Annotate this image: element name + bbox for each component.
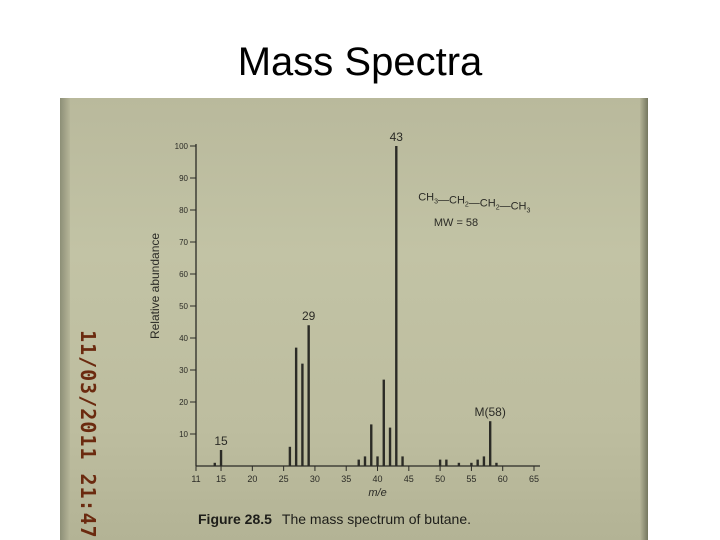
formula-group: —CH [438, 194, 465, 206]
formula-subscript: 2 [465, 201, 469, 208]
peak-label: M(58) [475, 405, 506, 419]
peak-label: 43 [390, 130, 404, 144]
x-tick-label: 55 [466, 474, 476, 484]
y-tick-label: 90 [179, 174, 188, 183]
y-tick-label: 30 [179, 366, 188, 375]
formula-group: —CH [469, 197, 496, 209]
y-tick-label: 70 [179, 238, 188, 247]
y-tick-label: 10 [179, 430, 188, 439]
formula-subscript: 3 [526, 207, 530, 214]
y-axis-label: Relative abundance [148, 233, 162, 339]
peak-label: 29 [302, 309, 316, 323]
molecular-weight: MW = 58 [434, 217, 478, 229]
formula-group: CH [418, 191, 434, 203]
formula-subscript: 3 [434, 198, 438, 205]
y-tick-label: 50 [179, 302, 188, 311]
figure-caption-text: The mass spectrum of butane. [282, 511, 471, 527]
x-tick-label: 20 [247, 474, 257, 484]
formula-group: —CH [500, 200, 527, 212]
photo-edge-left [60, 98, 70, 540]
y-tick-label: 80 [179, 206, 188, 215]
y-tick-label: 40 [179, 334, 188, 343]
x-tick-label: 25 [279, 474, 289, 484]
x-tick-label: 50 [435, 474, 445, 484]
x-tick-label: 60 [498, 474, 508, 484]
formula-subscript: 2 [496, 204, 500, 211]
figure-caption: Figure 28.5 The mass spectrum of butane. [198, 511, 471, 527]
x-tick-label: 40 [373, 474, 383, 484]
mass-spectrum-chart: 10 20 30 40 50 60 70 80 90 100 11 15 20 25 30 35 40 45 50 5… [148, 130, 540, 527]
y-tick-label: 20 [179, 398, 188, 407]
x-axis-label: m/e [368, 487, 386, 499]
figure-caption-label: Figure 28.5 [198, 511, 272, 527]
x-tick-label: 45 [404, 474, 414, 484]
date-stamp: 11/03/2011 21:47 [76, 330, 100, 539]
slide-title: Mass Spectra [237, 40, 483, 84]
x-tick-label: 65 [529, 474, 539, 484]
y-tick-label: 100 [175, 142, 189, 151]
photo-edge-right [640, 98, 648, 540]
peak-label: 15 [214, 434, 228, 448]
x-tick-label: 35 [341, 474, 351, 484]
x-tick-label: 11 [191, 474, 200, 484]
butane-formula: CH3—CH2—CH2—CH3 [418, 191, 530, 214]
y-tick-label: 60 [179, 270, 188, 279]
x-tick-label: 15 [216, 474, 226, 484]
x-tick-label: 30 [310, 474, 320, 484]
spectrum-photo: 10 20 30 40 50 60 70 80 90 100 11 15 20 25 30 35 40 45 50 5… [60, 98, 648, 540]
